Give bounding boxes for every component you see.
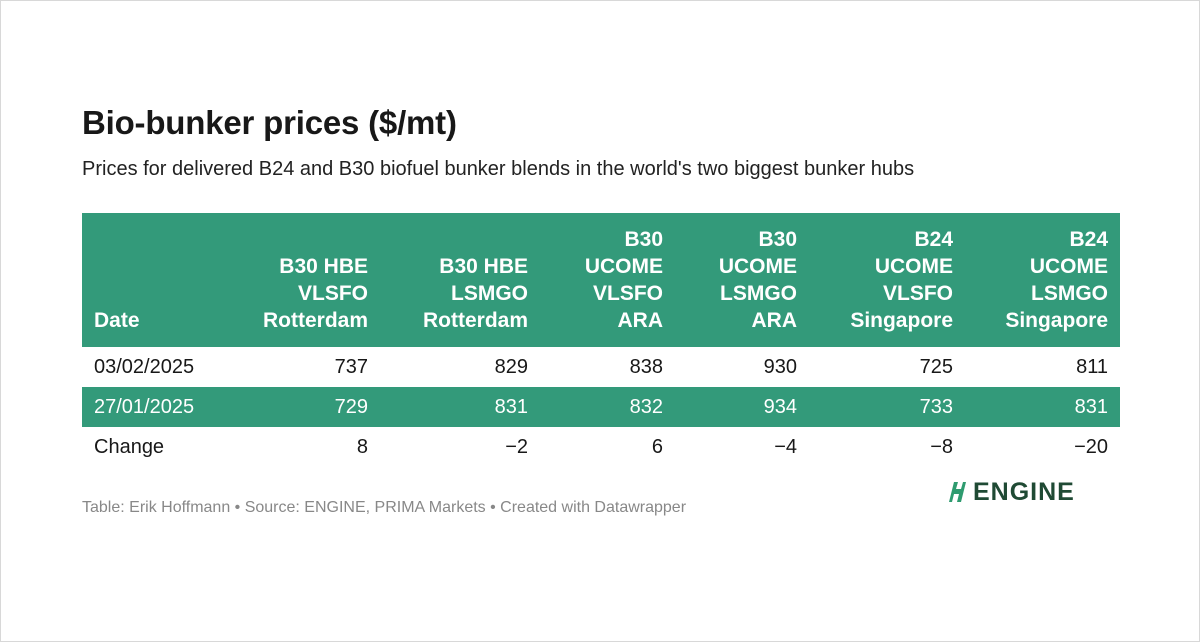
column-header-line: B30 HBE	[439, 255, 528, 278]
column-header-line: LSMGO	[451, 282, 528, 305]
column-header-line: B30	[758, 228, 797, 251]
column-header-line: UCOME	[584, 255, 663, 278]
column-header-line: Singapore	[1005, 309, 1108, 332]
table-header-row: Date B30 HBE VLSFO Rotterdam B30 HBE LSMGO Rot…	[82, 213, 1120, 347]
column-header-line: UCOME	[1029, 255, 1108, 278]
column-header-line: UCOME	[874, 255, 953, 278]
price-cell: 829	[494, 355, 528, 378]
column-header-line: UCOME	[718, 255, 797, 278]
column-header: B30 HBE LSMGO Rotterdam	[380, 213, 540, 347]
column-header-line: LSMGO	[1031, 282, 1108, 305]
price-cell: 6	[651, 435, 663, 458]
table-row: 03/02/2025 737 829 838 930 725 811	[82, 347, 1120, 387]
table-row: Change 8 −2 6 −4 −8 −20	[82, 427, 1120, 467]
column-header: B24 UCOME VLSFO Singapore	[809, 213, 965, 347]
price-cell: 838	[629, 355, 663, 378]
price-cell: 8	[356, 435, 368, 458]
column-header-line: B30	[624, 228, 663, 251]
column-header-line: VLSFO	[297, 282, 368, 305]
column-header: B24 UCOME LSMGO Singapore	[965, 213, 1120, 347]
column-header: B30 UCOME VLSFO ARA	[540, 213, 675, 347]
row-label-cell: 03/02/2025	[94, 355, 195, 378]
chart-subtitle: Prices for delivered B24 and B30 biofuel…	[82, 158, 915, 180]
table-row: 27/01/2025 729 831 832 934 733 831	[82, 387, 1120, 427]
price-cell: −2	[505, 435, 528, 458]
price-cell: −8	[930, 435, 953, 458]
price-cell: 832	[629, 395, 663, 418]
column-header-date: Date	[82, 213, 227, 347]
chart-title: Bio-bunker prices ($/mt)	[82, 104, 457, 141]
price-cell: 831	[1074, 395, 1108, 418]
column-header: B30 UCOME LSMGO ARA	[675, 213, 809, 347]
chart-footer: Table: Erik Hoffmann • Source: ENGINE, P…	[82, 499, 687, 516]
price-cell: 831	[494, 395, 528, 418]
column-header-line: Date	[94, 309, 140, 332]
engine-logo-mark-icon	[947, 480, 967, 504]
price-cell: 930	[763, 355, 797, 378]
column-header: B30 HBE VLSFO Rotterdam	[227, 213, 380, 347]
price-cell: 934	[763, 395, 797, 418]
row-label-cell: Change	[94, 435, 165, 458]
engine-logo: ENGINE	[947, 479, 1075, 505]
column-header-line: Rotterdam	[262, 309, 368, 332]
price-cell: 737	[334, 355, 368, 378]
table-body: 03/02/2025 737 829 838 930 725 811 27/01/2025 72…	[82, 347, 1120, 467]
column-header-line: B24	[914, 228, 953, 251]
price-cell: 729	[334, 395, 368, 418]
price-cell: 725	[919, 355, 953, 378]
column-header-line: LSMGO	[720, 282, 797, 305]
engine-logo-text: ENGINE	[973, 478, 1075, 506]
column-header-line: B24	[1069, 228, 1108, 251]
column-header-line: Singapore	[850, 309, 953, 332]
column-header-line: B30 HBE	[279, 255, 368, 278]
column-header-line: VLSFO	[592, 282, 663, 305]
row-label-cell: 27/01/2025	[94, 395, 195, 418]
column-header-line: ARA	[617, 309, 664, 332]
column-header-line: VLSFO	[882, 282, 953, 305]
price-cell: −20	[1074, 435, 1108, 458]
column-header-line: Rotterdam	[422, 309, 528, 332]
price-cell: 733	[919, 395, 953, 418]
column-header-line: ARA	[751, 309, 798, 332]
price-cell: 811	[1076, 355, 1108, 378]
price-table: Date B30 HBE VLSFO Rotterdam B30 HBE LSMGO Rot…	[82, 213, 1120, 467]
price-cell: −4	[774, 435, 797, 458]
